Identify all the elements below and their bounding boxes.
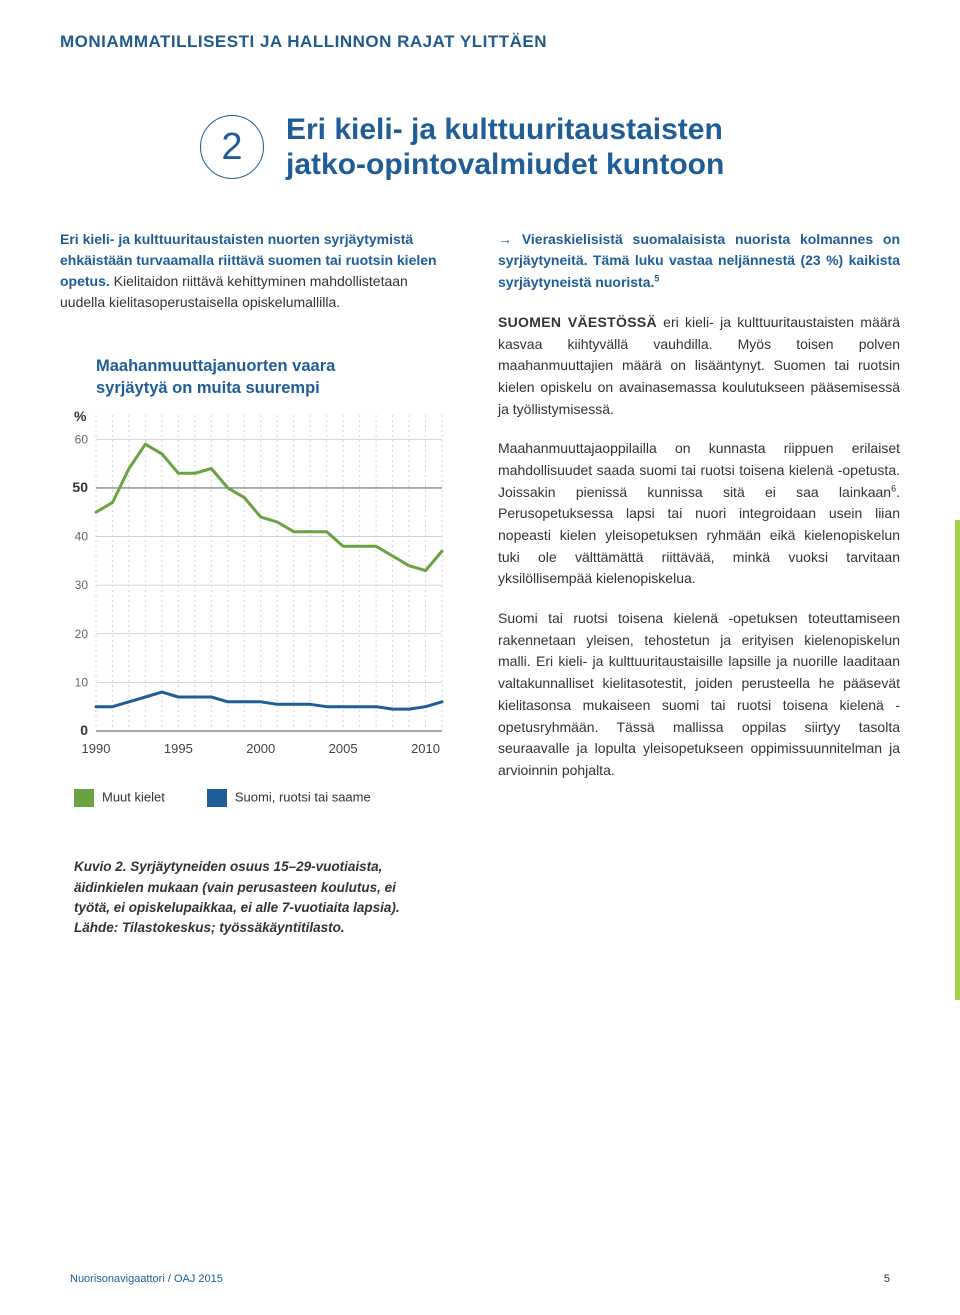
svg-text:30: 30 bbox=[75, 578, 89, 592]
legend-label-b: Suomi, ruotsi tai saame bbox=[235, 790, 371, 805]
svg-text:%: % bbox=[74, 409, 87, 424]
section-number: 2 bbox=[221, 126, 242, 169]
chart-svg: 10 20 30 40 60 0 50% 1990 1995 2000 2005 2010 bbox=[60, 409, 450, 761]
right-paragraph-3: Maahanmuuttajaoppilailla on kunnasta rii… bbox=[498, 438, 900, 590]
section-label: MONIAMMATILLISESTI JA HALLINNON RAJAT YL… bbox=[60, 32, 900, 52]
right-paragraph-1: → Vieraskielisistä suomalaisista nuorist… bbox=[498, 229, 900, 294]
chart-title-line-2: syrjäytyä on muita suurempi bbox=[96, 379, 320, 397]
headline-line-1: Eri kieli- ja kulttuuritaustaisten bbox=[286, 113, 723, 146]
page-footer: Nuorisonavigaattori / OAJ 2015 5 bbox=[70, 1273, 890, 1285]
svg-text:1995: 1995 bbox=[164, 741, 193, 756]
section-number-badge: 2 bbox=[200, 115, 264, 179]
legend-label-a: Muut kielet bbox=[102, 790, 165, 805]
svg-text:2010: 2010 bbox=[411, 741, 440, 756]
right-paragraph-4: Suomi tai ruotsi toisena kielenä -opetuk… bbox=[498, 608, 900, 782]
footnote-ref-5: 5 bbox=[654, 274, 659, 284]
chart-caption: Kuvio 2. Syrjäytyneiden osuus 15–29-vuot… bbox=[74, 857, 434, 938]
footer-page-number: 5 bbox=[884, 1273, 890, 1285]
headline-row: 2 Eri kieli- ja kulttuuritaustaisten jat… bbox=[200, 112, 900, 183]
svg-text:20: 20 bbox=[75, 627, 89, 641]
accent-bar bbox=[955, 520, 960, 1000]
svg-text:2000: 2000 bbox=[246, 741, 275, 756]
line-chart: 10 20 30 40 60 0 50% 1990 1995 2000 2005 2010 bbox=[60, 409, 450, 761]
legend-swatch-a bbox=[74, 789, 94, 807]
svg-text:60: 60 bbox=[75, 433, 89, 447]
legend-swatch-b bbox=[207, 789, 227, 807]
chart-legend: Muut kielet Suomi, ruotsi tai saame bbox=[74, 789, 450, 807]
right-p2-runin: SUOMEN VÄESTÖSSÄ bbox=[498, 314, 657, 330]
right-p3-a: Maahanmuuttajaoppilailla on kunnasta rii… bbox=[498, 440, 900, 499]
right-paragraph-2: SUOMEN VÄESTÖSSÄ eri kieli- ja kulttuuri… bbox=[498, 312, 900, 420]
headline-line-2: jatko-opintovalmiudet kuntoon bbox=[286, 148, 724, 181]
svg-text:50: 50 bbox=[72, 479, 88, 495]
svg-text:2005: 2005 bbox=[329, 741, 358, 756]
legend-item-a: Muut kielet bbox=[74, 789, 165, 807]
intro-paragraph: Eri kieli- ja kulttuuritaustaisten nuort… bbox=[60, 229, 450, 313]
chart-title-line-1: Maahanmuuttajanuorten vaara bbox=[96, 357, 335, 375]
svg-text:0: 0 bbox=[80, 722, 88, 738]
svg-text:40: 40 bbox=[75, 530, 89, 544]
footer-doc: Nuorisonavigaattori / OAJ 2015 bbox=[70, 1273, 223, 1285]
chart-title: Maahanmuuttajanuorten vaara syrjäytyä on… bbox=[96, 355, 450, 400]
page-title: Eri kieli- ja kulttuuritaustaisten jatko… bbox=[286, 112, 724, 183]
arrow-icon: → bbox=[498, 231, 512, 247]
svg-text:1990: 1990 bbox=[82, 741, 111, 756]
intro-rest: Kielitaidon riittävä kehittyminen mahdol… bbox=[60, 273, 408, 310]
right-p1-lead: Vieraskielisistä suomalaisista nuorista … bbox=[498, 231, 900, 290]
svg-text:10: 10 bbox=[75, 676, 89, 690]
legend-item-b: Suomi, ruotsi tai saame bbox=[207, 789, 371, 807]
